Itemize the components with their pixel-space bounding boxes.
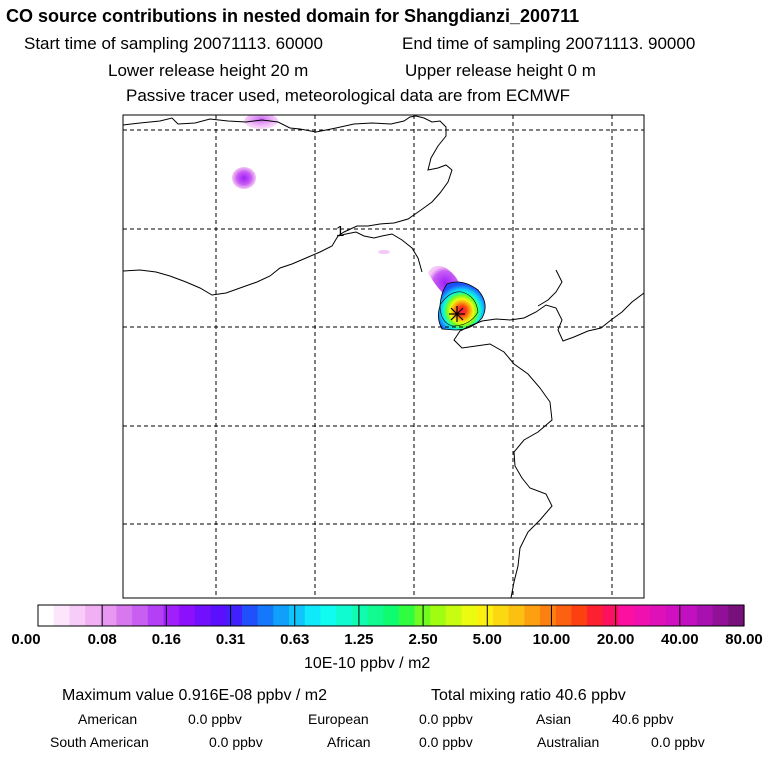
receptor-star-marker <box>449 306 465 322</box>
colorbar-swatch <box>618 605 635 626</box>
colorbar-tick-label: 0.08 <box>87 631 117 648</box>
colorbar-swatch <box>712 605 729 626</box>
colorbar-swatch <box>100 605 118 626</box>
coastline-east-fragment <box>537 269 563 307</box>
contour-label: 1 <box>336 223 344 240</box>
colorbar-frame <box>37 604 745 627</box>
tracer-note: Passive tracer used, meteorological data… <box>126 86 571 105</box>
colorbar <box>37 604 745 627</box>
colorbar-swatch <box>649 605 667 626</box>
colorbar-swatch <box>320 605 337 626</box>
plume-top-edge <box>244 115 278 129</box>
colorbar-swatch <box>508 605 525 626</box>
map-frame <box>122 114 645 599</box>
region-name: American <box>78 711 138 727</box>
colorbar-swatch <box>383 605 400 626</box>
colorbar-swatch <box>587 605 604 626</box>
colorbar-swatch <box>85 605 102 626</box>
region-value: 40.6 ppbv <box>612 711 674 727</box>
colorbar-swatch <box>430 605 447 626</box>
colorbar-tick-label: 0.00 <box>11 631 41 648</box>
colorbar-swatch <box>602 605 620 626</box>
colorbar-swatch <box>147 605 165 626</box>
upper-release-height: Upper release height 0 m <box>405 61 596 80</box>
end-time: End time of sampling 20071113. 90000 <box>402 34 696 53</box>
colorbar-swatch <box>728 605 745 626</box>
colorbar-swatch <box>555 605 573 626</box>
colorbar-swatch <box>571 605 588 626</box>
coastline-east-upper <box>337 115 453 237</box>
region-name: European <box>308 711 369 727</box>
region-name: African <box>327 734 371 750</box>
region-name: South American <box>50 734 149 750</box>
colorbar-tick-label: 10.00 <box>532 631 571 648</box>
colorbar-tick-label: 0.16 <box>151 631 181 648</box>
colorbar-swatch <box>38 605 55 626</box>
colorbar-swatch <box>461 605 478 626</box>
coastline-bay <box>123 235 339 296</box>
colorbar-swatch <box>289 605 306 626</box>
colorbar-tick-label: 0.31 <box>215 631 246 648</box>
colorbar-swatch <box>351 605 369 626</box>
colorbar-swatch <box>241 605 259 626</box>
start-time: Start time of sampling 20071113. 60000 <box>24 34 323 53</box>
colorbar-swatch <box>492 605 510 626</box>
colorbar-swatch <box>53 605 70 626</box>
coastline-korea <box>453 292 644 598</box>
plume-contour-line <box>439 291 479 327</box>
region-value: 0.0 ppbv <box>419 734 473 750</box>
colorbar-swatch <box>634 605 651 626</box>
colorbar-swatch <box>696 605 714 626</box>
colorbar-tick-label: 40.00 <box>661 631 699 648</box>
colorbar-tick-label: 5.00 <box>472 631 502 648</box>
region-value: 0.0 ppbv <box>188 711 242 727</box>
colorbar-tick-label: 20.00 <box>596 631 635 648</box>
region-name: Australian <box>537 734 600 750</box>
colorbar-swatch <box>398 605 416 626</box>
colorbar-swatch <box>304 605 321 626</box>
colorbar-swatch <box>132 605 149 626</box>
region-value: 0.0 ppbv <box>651 734 705 750</box>
colorbar-unit: 10E-10 ppbv / m2 <box>304 655 431 672</box>
colorbar-swatch <box>194 605 212 626</box>
colorbar-swatch <box>226 605 243 626</box>
colorbar-swatch <box>524 605 541 626</box>
plot-title: CO source contributions in nested domain… <box>6 6 580 26</box>
colorbar-swatch <box>336 605 353 626</box>
colorbar-tick-label: 80.00 <box>725 631 763 648</box>
colorbar-swatch <box>681 605 698 626</box>
colorbar-tick-label: 0.63 <box>280 631 310 648</box>
colorbar-swatch <box>257 605 274 626</box>
maximum-value: Maximum value 0.916E-08 ppbv / m2 <box>62 687 328 704</box>
region-value: 0.0 ppbv <box>419 711 473 727</box>
colorbar-tick-label: 2.50 <box>408 631 438 648</box>
colorbar-swatch <box>179 605 196 626</box>
colorbar-swatch <box>273 605 290 626</box>
colorbar-swatch <box>116 605 133 626</box>
coastline-north <box>123 115 417 133</box>
colorbar-swatch <box>163 605 180 626</box>
colorbar-swatch <box>367 605 384 626</box>
colorbar-swatch <box>477 605 494 626</box>
plume-faint-trace <box>378 250 390 254</box>
lower-release-height: Lower release height 20 m <box>108 61 309 80</box>
colorbar-swatch <box>210 605 227 626</box>
colorbar-swatch <box>540 605 557 626</box>
colorbar-swatch <box>69 605 86 626</box>
plume-isolated-blob <box>232 167 256 189</box>
total-mixing-ratio: Total mixing ratio 40.6 ppbv <box>431 687 626 704</box>
colorbar-swatch <box>665 605 682 626</box>
colorbar-swatch <box>445 605 463 626</box>
region-name: Asian <box>536 711 572 727</box>
colorbar-tick-label: 1.25 <box>344 631 374 648</box>
region-value: 0.0 ppbv <box>209 734 263 750</box>
